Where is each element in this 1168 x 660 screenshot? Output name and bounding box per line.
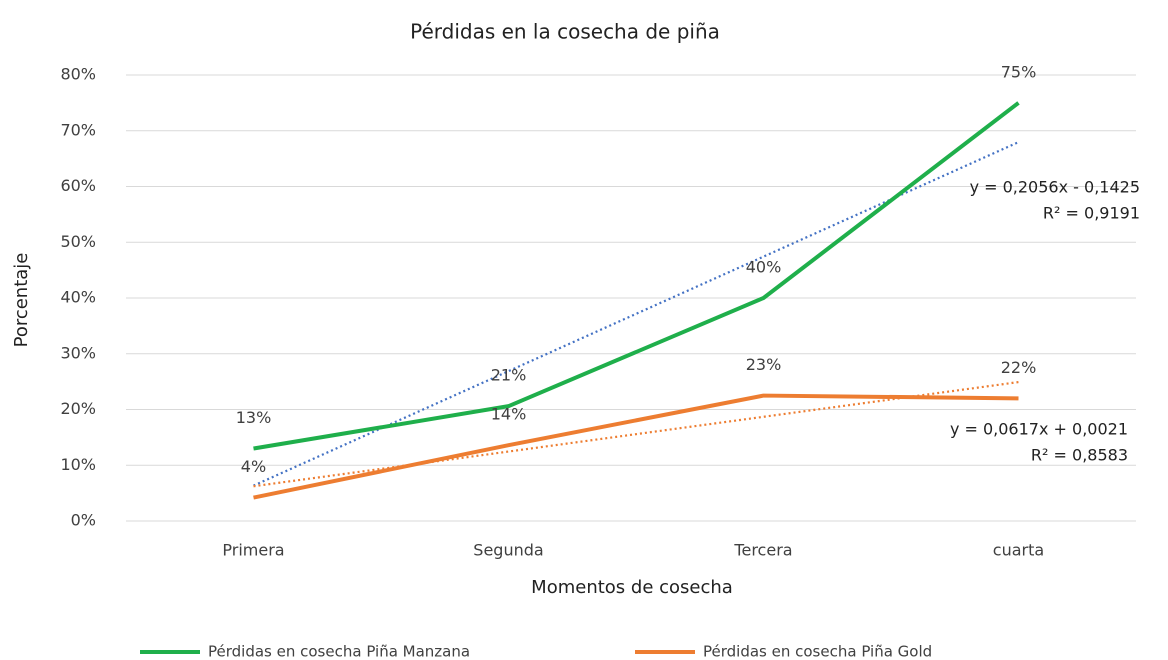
legend-label: Pérdidas en cosecha Piña Manzana <box>208 643 470 660</box>
data-label: 23% <box>746 355 782 374</box>
y-tick-label: 10% <box>60 455 96 474</box>
data-label: 75% <box>1001 62 1037 81</box>
trendline-equation: R² = 0,8583 <box>1031 446 1128 465</box>
data-label: 4% <box>241 457 266 476</box>
trendline <box>253 380 1019 488</box>
y-tick-label: 0% <box>71 511 96 530</box>
x-axis-title: Momentos de cosecha <box>531 577 733 598</box>
legend-label: Pérdidas en cosecha Piña Gold <box>703 643 932 660</box>
x-tick-label: Primera <box>222 541 284 560</box>
y-axis-title: Porcentaje <box>11 253 32 348</box>
data-label: 13% <box>236 408 272 427</box>
y-tick-label: 80% <box>60 65 96 84</box>
series-line <box>253 101 1020 451</box>
y-tick-label: 50% <box>60 232 96 251</box>
trendline-equation: y = 0,0617x + 0,0021 <box>950 420 1128 439</box>
x-tick-label: Segunda <box>473 541 543 560</box>
x-tick-label: cuarta <box>993 541 1044 560</box>
data-label: 14% <box>491 405 527 424</box>
data-label: 21% <box>491 366 527 385</box>
series-line <box>253 393 1019 500</box>
data-label: 40% <box>746 258 782 277</box>
y-tick-label: 30% <box>60 343 96 362</box>
x-tick-label: Tercera <box>733 541 792 560</box>
y-tick-label: 70% <box>60 120 96 139</box>
y-tick-label: 60% <box>60 176 96 195</box>
trendline-equation: R² = 0,9191 <box>1043 204 1140 223</box>
y-tick-label: 20% <box>60 399 96 418</box>
y-tick-label: 40% <box>60 288 96 307</box>
chart-title: Pérdidas en la cosecha de piña <box>410 20 720 44</box>
data-label: 22% <box>1001 358 1037 377</box>
trendline-equation: y = 0,2056x - 0,1425 <box>970 178 1140 197</box>
